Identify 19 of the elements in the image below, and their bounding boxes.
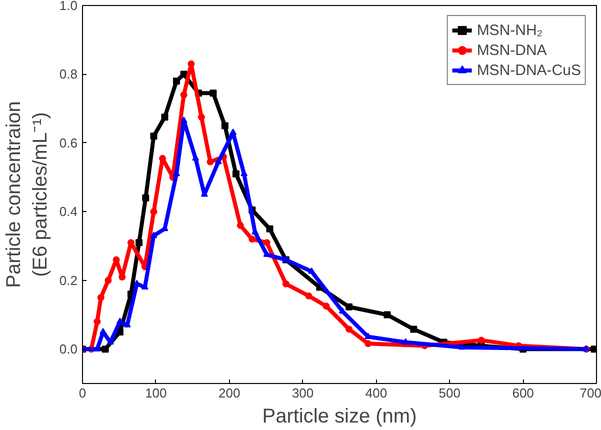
legend-label: MSN-DNA — [476, 42, 547, 58]
x-tick-label: 100 — [145, 386, 167, 400]
x-tick-label: 700 — [580, 386, 601, 400]
y-tick-label: 0.4 — [59, 204, 78, 220]
x-tick-label: 200 — [218, 386, 240, 400]
legend-label: MSN-NH₂ — [476, 22, 543, 38]
x-tick-label: 600 — [512, 386, 534, 400]
x-tick-label: 500 — [438, 386, 460, 400]
legend-label: MSN-DNA-CuS — [476, 62, 581, 78]
y-tick-label: 0.8 — [59, 66, 78, 82]
x-tick-label: 400 — [365, 386, 388, 400]
x-axis-title: Particle size (nm) — [262, 406, 417, 428]
y-tick-label: 0.0 — [59, 342, 78, 357]
y-tick-label: 0.2 — [59, 272, 78, 288]
y-tick-label: 0.6 — [59, 135, 78, 150]
y-tick-label: 1.0 — [59, 0, 78, 13]
x-tick-label: 300 — [292, 386, 314, 400]
y-axis-title: Particle concentraion (E6 particles/mL⁻¹) — [3, 101, 52, 288]
x-tick-label: 0 — [78, 386, 86, 400]
